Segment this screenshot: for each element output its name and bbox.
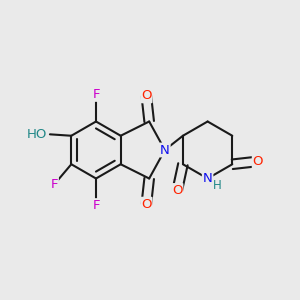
Text: H: H xyxy=(213,179,222,192)
Text: HO: HO xyxy=(27,128,47,141)
Text: F: F xyxy=(92,199,100,212)
Text: F: F xyxy=(50,178,58,191)
Text: O: O xyxy=(141,89,152,102)
Text: N: N xyxy=(203,172,212,185)
Text: N: N xyxy=(160,143,170,157)
Text: O: O xyxy=(172,184,182,197)
Text: F: F xyxy=(92,88,100,101)
Text: O: O xyxy=(253,155,263,168)
Text: O: O xyxy=(141,198,152,211)
